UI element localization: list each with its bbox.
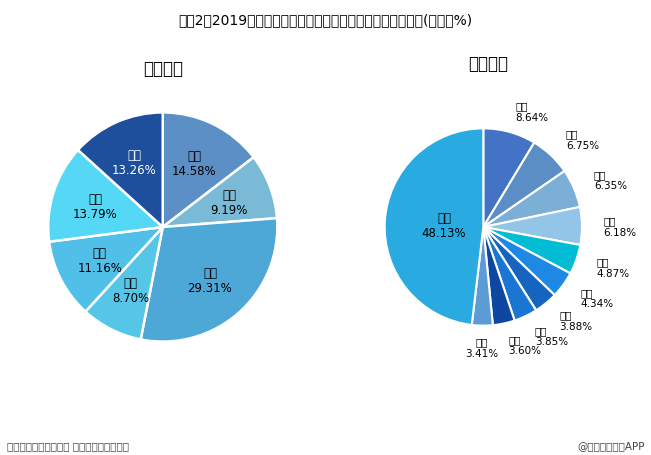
Text: 甘肃
3.60%: 甘肃 3.60% [508,334,542,356]
Text: 云南
4.87%: 云南 4.87% [597,256,630,278]
Text: 华东
29.31%: 华东 29.31% [187,267,232,294]
Wedge shape [483,228,580,274]
Text: 资料来源：国家统计局 前瞻产业研究院整理: 资料来源：国家统计局 前瞻产业研究院整理 [7,440,128,450]
Text: 北京
3.41%: 北京 3.41% [465,337,499,359]
Wedge shape [163,113,254,228]
Text: 山东
8.64%: 山东 8.64% [516,101,549,122]
Text: 浙江
3.88%: 浙江 3.88% [560,309,593,331]
Wedge shape [483,172,580,228]
Text: 四川
6.75%: 四川 6.75% [566,129,599,151]
Wedge shape [141,219,277,342]
Text: 华北
14.58%: 华北 14.58% [172,150,217,178]
Wedge shape [483,228,536,321]
Wedge shape [483,207,582,245]
Wedge shape [85,228,163,340]
Text: 华南
11.16%: 华南 11.16% [77,246,122,274]
Text: 江苏
6.35%: 江苏 6.35% [594,170,627,191]
Text: 辽宁
4.34%: 辽宁 4.34% [581,287,614,308]
Wedge shape [385,129,483,325]
Title: 区域分布: 区域分布 [143,60,183,77]
Text: 西北
13.26%: 西北 13.26% [111,149,156,177]
Wedge shape [49,228,163,312]
Text: 河北
3.85%: 河北 3.85% [535,325,568,347]
Wedge shape [78,113,163,228]
Wedge shape [163,158,277,228]
Wedge shape [48,151,163,242]
Text: 其他
48.13%: 其他 48.13% [422,211,466,239]
Wedge shape [483,129,534,228]
Wedge shape [483,143,564,228]
Wedge shape [483,228,515,325]
Title: 省市分布: 省市分布 [468,55,508,73]
Text: 华中
8.70%: 华中 8.70% [112,277,149,305]
Text: 图表2：2019年我国工程招标代理行业企业数量区域分布结构(单位：%): 图表2：2019年我国工程招标代理行业企业数量区域分布结构(单位：%) [178,14,473,28]
Text: 东北
9.19%: 东北 9.19% [210,188,248,216]
Wedge shape [472,228,493,326]
Text: 西南
13.79%: 西南 13.79% [73,192,117,220]
Wedge shape [483,228,570,295]
Wedge shape [483,228,555,311]
Text: @前瞻经济学人APP: @前瞻经济学人APP [577,440,644,450]
Text: 广东
6.18%: 广东 6.18% [603,215,637,237]
